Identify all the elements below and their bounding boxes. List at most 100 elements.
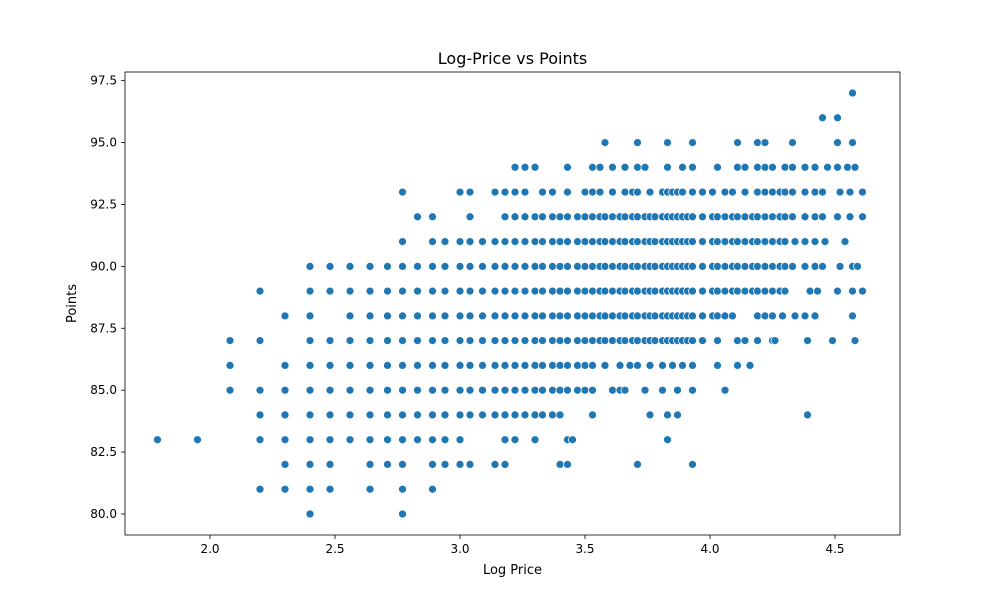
data-point	[428, 336, 437, 345]
data-point	[713, 361, 722, 370]
data-point	[455, 187, 465, 197]
data-point	[428, 435, 437, 445]
data-point	[600, 237, 610, 246]
data-point	[688, 187, 697, 197]
data-point	[153, 435, 162, 445]
data-point	[850, 162, 860, 172]
data-point	[428, 311, 437, 321]
data-point	[688, 138, 697, 147]
data-point	[588, 336, 597, 345]
data-point	[398, 336, 407, 345]
data-point	[588, 311, 597, 321]
data-point	[573, 262, 582, 271]
data-point	[768, 237, 777, 246]
data-point	[490, 286, 500, 296]
data-point	[465, 262, 475, 271]
data-point	[770, 336, 780, 345]
y-tick-label: 82.5	[90, 445, 117, 459]
data-point	[413, 385, 422, 395]
data-point	[510, 286, 520, 296]
data-point	[398, 286, 407, 296]
data-point	[465, 311, 475, 321]
data-point	[280, 410, 290, 420]
data-point	[588, 361, 597, 370]
data-point	[225, 361, 235, 370]
data-point	[768, 286, 777, 296]
data-point	[398, 484, 407, 494]
y-tick-label: 97.5	[90, 74, 117, 88]
data-point	[608, 336, 617, 345]
data-point	[620, 286, 630, 296]
data-point	[688, 460, 697, 469]
data-point	[325, 286, 335, 296]
data-point	[510, 187, 520, 197]
data-point	[428, 286, 437, 296]
data-point	[500, 435, 510, 445]
data-point	[733, 336, 742, 345]
data-point	[305, 361, 315, 370]
data-point	[580, 361, 590, 370]
data-point	[768, 212, 777, 222]
data-point	[740, 262, 750, 271]
data-point	[633, 187, 642, 197]
data-point	[500, 460, 510, 469]
data-point	[530, 286, 540, 296]
data-point	[345, 311, 355, 321]
data-point	[305, 410, 315, 420]
data-point	[580, 336, 590, 345]
data-point	[720, 187, 730, 197]
data-point	[810, 187, 820, 197]
data-point	[823, 162, 832, 172]
data-point	[753, 187, 762, 197]
x-axis-ticks: 2.0 2.5 3.0 3.5 4.0 4.5	[200, 535, 845, 556]
x-tick-label: 2.5	[325, 542, 344, 556]
data-point	[530, 237, 540, 246]
data-point	[713, 336, 722, 345]
data-point	[530, 162, 540, 172]
data-point	[280, 435, 290, 445]
data-point	[555, 361, 565, 370]
data-point	[790, 311, 800, 321]
data-point	[698, 187, 707, 197]
y-tick-label: 80.0	[90, 507, 117, 521]
data-point	[538, 385, 547, 395]
data-point	[490, 385, 500, 395]
data-point	[365, 361, 375, 370]
data-point	[428, 361, 437, 370]
data-point	[760, 212, 770, 222]
data-point	[365, 286, 375, 296]
data-point	[753, 262, 762, 271]
data-point	[555, 212, 565, 222]
data-point	[413, 262, 422, 271]
data-point	[678, 361, 687, 370]
data-point	[455, 286, 465, 296]
data-point	[858, 187, 867, 197]
data-point	[688, 162, 697, 172]
data-point	[490, 460, 500, 469]
data-point	[588, 262, 597, 271]
data-point	[780, 187, 790, 197]
data-point	[663, 435, 672, 445]
data-point	[365, 410, 375, 420]
data-point	[720, 262, 730, 271]
data-point	[500, 336, 510, 345]
data-point	[740, 286, 750, 296]
data-point	[848, 286, 857, 296]
data-point	[455, 311, 465, 321]
data-point	[780, 262, 790, 271]
data-point	[848, 138, 857, 147]
data-point	[818, 212, 827, 222]
data-point	[620, 212, 630, 222]
data-point	[650, 212, 660, 222]
data-point	[640, 385, 650, 395]
data-point	[645, 410, 655, 420]
data-point	[428, 262, 437, 271]
data-point	[740, 162, 750, 172]
data-point	[848, 88, 857, 98]
data-point	[520, 410, 530, 420]
data-point	[810, 311, 820, 321]
data-point	[788, 212, 797, 222]
data-point	[633, 336, 642, 345]
data-point	[698, 336, 707, 345]
data-point	[753, 311, 762, 321]
